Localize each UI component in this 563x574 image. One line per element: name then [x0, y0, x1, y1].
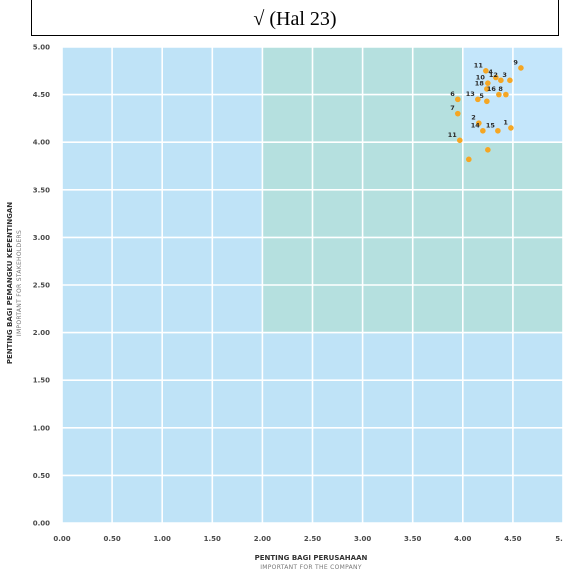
y-axis-ticks: 0.00 0.50 1.00 1.50 2.00 2.50 3.00 3.50 4.00 4.50… [33, 44, 50, 528]
header-box [31, 0, 559, 36]
x-tick-label: 1.00 [154, 535, 171, 543]
data-point [496, 91, 502, 98]
page-title: √ (Hal 23) [253, 8, 337, 30]
x-tick-label: 0.50 [103, 535, 120, 543]
data-point-label: 15 [486, 121, 496, 129]
data-point [485, 80, 491, 86]
x-tick-label: 4.00 [454, 535, 471, 543]
data-point-label: 6 [450, 90, 455, 98]
y-axis-title: PENTING BAGI PEMANGKU KEPENTINGAN [6, 202, 14, 364]
data-point [476, 120, 482, 126]
y-tick-label: 0.00 [33, 520, 50, 528]
chart-grid [61, 46, 563, 524]
data-point [507, 77, 513, 84]
x-tick-label: 3.00 [354, 535, 371, 543]
y-tick-label: 1.00 [33, 424, 50, 432]
y-tick-label: 2.00 [33, 329, 50, 337]
data-point [495, 127, 501, 134]
x-tick-label: 4.50 [504, 535, 521, 543]
data-point-label: 14 [471, 121, 481, 129]
data-point [498, 77, 504, 84]
y-tick-label: 2.50 [33, 282, 50, 290]
data-point-label: 10 [476, 74, 486, 82]
data-point [508, 125, 514, 131]
y-tick-label: 3.50 [33, 186, 50, 194]
data-point [480, 127, 486, 134]
y-tick-label: 3.00 [33, 234, 50, 242]
data-point [493, 74, 499, 81]
data-point-label: 8 [498, 85, 503, 93]
data-point-label: 16 [487, 85, 497, 93]
data-point [466, 156, 472, 163]
data-point [475, 96, 481, 103]
data-point-label: 12 [489, 71, 498, 79]
x-tick-label: 3.50 [404, 535, 421, 543]
data-point-label: 7 [450, 104, 455, 112]
y-tick-label: 4.50 [33, 91, 50, 99]
x-axis-ticks: 0.00 0.50 1.00 1.50 2.00 2.50 3.00 3.50 4.00 4.50… [53, 535, 562, 543]
data-point-label: 1 [503, 118, 508, 126]
data-points [454, 65, 524, 163]
data-point-label: 13 [466, 90, 475, 98]
data-point-label: 9 [513, 58, 518, 66]
data-point-label: 2 [471, 114, 476, 122]
y-tick-label: 5.00 [33, 44, 50, 52]
data-point [454, 110, 461, 117]
data-point-label: 5 [479, 92, 484, 100]
data-point [484, 86, 490, 92]
data-point-label: 4 [488, 68, 493, 76]
x-axis-title: PENTING BAGI PERUSAHAAN [255, 554, 368, 562]
x-tick-label: 0.00 [53, 535, 70, 543]
data-point [483, 68, 489, 74]
x-axis-subtitle: IMPORTANT FOR THE COMPANY [260, 564, 362, 571]
data-point-label: 18 [475, 79, 485, 87]
data-point [518, 65, 524, 71]
x-tick-label: 2.50 [304, 535, 321, 543]
data-point [454, 96, 461, 103]
data-point [484, 98, 490, 105]
x-tick-label: 2.00 [254, 535, 271, 543]
y-tick-label: 0.50 [33, 472, 50, 480]
data-point [456, 137, 463, 144]
data-point-label: 11 [448, 131, 458, 139]
data-point [485, 147, 491, 153]
data-point [503, 91, 509, 98]
x-tick-label: 5. [555, 535, 563, 543]
x-tick-label: 1.50 [204, 535, 221, 543]
y-tick-label: 1.50 [33, 377, 50, 385]
data-point-label: 3 [502, 71, 507, 79]
data-point-label: 11 [474, 61, 484, 69]
y-tick-label: 4.00 [33, 139, 50, 147]
y-axis-subtitle: IMPORTANT FOR STAKEHOLDERS [16, 230, 23, 336]
